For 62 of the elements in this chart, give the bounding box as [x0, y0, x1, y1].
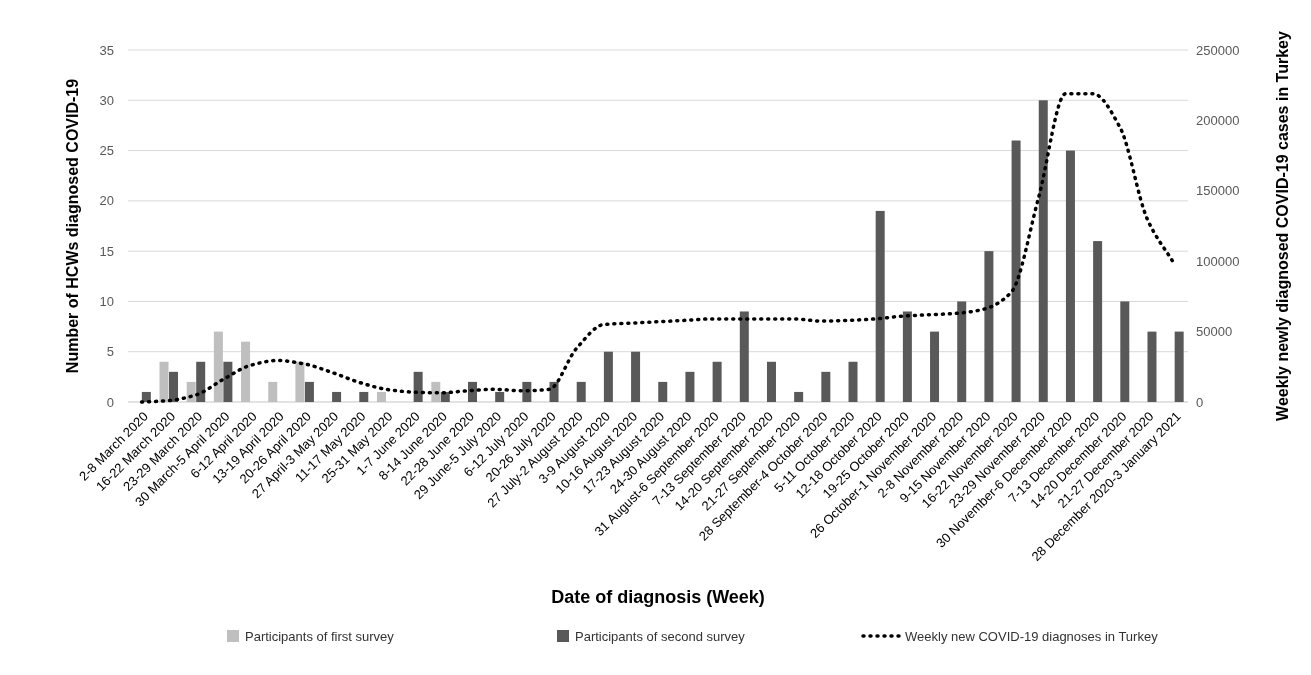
y2-tick-label: 150000: [1196, 183, 1240, 199]
bar: [576, 381, 586, 402]
legend-label: Weekly new COVID-19 diagnoses in Turkey: [905, 628, 1159, 644]
bar: [1065, 150, 1075, 402]
bar: [794, 391, 804, 402]
bar: [1011, 140, 1021, 402]
bar: [295, 361, 305, 402]
bar: [658, 381, 668, 402]
y-tick-label: 20: [99, 193, 114, 209]
bar: [1174, 331, 1184, 402]
bar: [376, 391, 386, 402]
bar: [1120, 301, 1130, 402]
bar: [549, 381, 559, 402]
bar: [304, 381, 314, 402]
bar: [875, 210, 885, 402]
y-tick-label: 25: [99, 143, 114, 159]
bar: [739, 311, 749, 402]
bar: [495, 391, 505, 402]
bar: [169, 371, 179, 402]
legend-label: Participants of second survey: [575, 628, 746, 644]
y-tick-label: 15: [99, 243, 114, 259]
bar: [159, 361, 169, 402]
y-tick-label: 0: [106, 394, 114, 410]
bar: [603, 351, 613, 402]
bar: [766, 361, 776, 402]
bar: [467, 381, 477, 402]
bar: [196, 361, 206, 402]
bar: [1093, 241, 1103, 402]
bar: [268, 381, 278, 402]
y-tick-label: 5: [106, 344, 114, 360]
bar: [413, 371, 423, 402]
bar: [712, 361, 722, 402]
x-axis-title: Date of diagnosis (Week): [551, 587, 765, 607]
bar: [431, 381, 441, 402]
bar: [213, 331, 223, 402]
y2-axis-title: Weekly newly diagnosed COVID-19 cases in Turkey: [1274, 31, 1291, 421]
legend-label: Participants of first survey: [245, 628, 395, 644]
y2-tick-label: 0: [1196, 394, 1204, 410]
bar: [902, 311, 912, 402]
bar: [223, 361, 233, 402]
y2-tick-label: 200000: [1196, 112, 1240, 128]
bar: [186, 381, 196, 402]
bar: [685, 371, 695, 402]
bar: [241, 341, 251, 402]
bar: [631, 351, 641, 402]
bar: [332, 391, 342, 402]
y2-tick-label: 50000: [1196, 324, 1233, 340]
bar: [1147, 331, 1157, 402]
y-tick-label: 30: [99, 92, 114, 108]
bar: [821, 371, 831, 402]
bar: [848, 361, 858, 402]
bar: [984, 251, 994, 402]
y-tick-label: 10: [99, 293, 114, 309]
line-series: [139, 91, 1177, 404]
y2-tick-label: 250000: [1196, 42, 1240, 58]
bar: [1038, 100, 1048, 402]
bar: [930, 331, 940, 402]
y-tick-label: 35: [99, 42, 114, 58]
bar: [359, 391, 369, 402]
y-axis-title: Number of HCWs diagnosed COVID-19: [64, 78, 81, 374]
y2-tick-label: 100000: [1196, 253, 1240, 269]
bar: [957, 301, 967, 402]
